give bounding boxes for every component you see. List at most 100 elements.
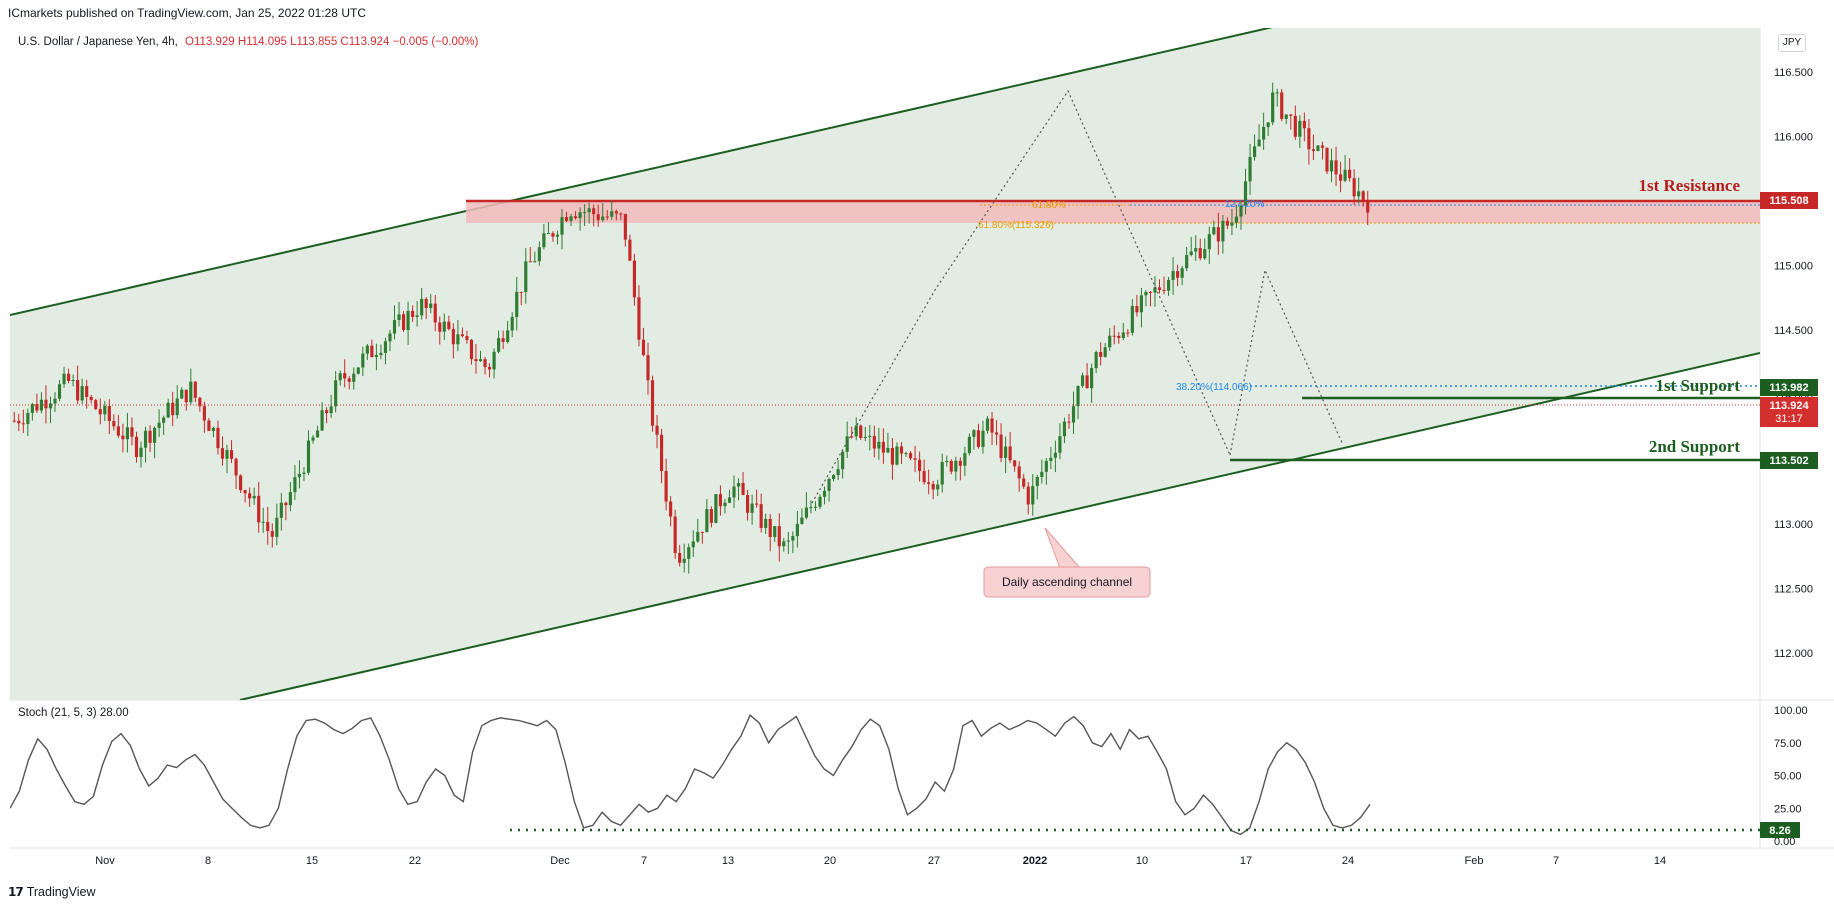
candle <box>39 399 44 411</box>
candle <box>211 427 216 431</box>
candle <box>85 386 89 397</box>
candle <box>1293 115 1297 137</box>
candle <box>528 261 532 263</box>
fib-127-label: 127.20% <box>1225 199 1265 210</box>
candle <box>732 486 736 498</box>
candle <box>1062 421 1067 437</box>
candle <box>755 503 759 505</box>
candle <box>460 334 464 337</box>
resistance-zone[interactable] <box>466 201 1760 223</box>
candle <box>940 462 944 485</box>
time-tick-label: 2022 <box>1023 855 1047 867</box>
candle <box>632 260 637 298</box>
candle <box>1185 255 1189 269</box>
price-tick-label: 112.500 <box>1774 583 1813 595</box>
candle <box>827 479 831 491</box>
callout-text: Daily ascending channel <box>1002 575 1132 589</box>
candle <box>442 321 446 332</box>
candle <box>723 502 727 507</box>
price-axis[interactable]: 116.500116.000115.500115.000114.500114.0… <box>1774 67 1813 660</box>
candle <box>365 345 369 354</box>
candle <box>655 425 659 435</box>
candle <box>1162 290 1166 292</box>
stoch-line[interactable] <box>10 714 1371 836</box>
candle <box>266 521 270 532</box>
publisher-header: ICmarkets published on TradingView.com, … <box>8 6 366 20</box>
candle <box>1216 227 1220 242</box>
candle <box>71 380 75 382</box>
candle <box>1302 120 1306 129</box>
candle <box>614 211 618 214</box>
candle <box>401 314 406 330</box>
candle <box>392 320 397 334</box>
candle <box>1121 332 1125 339</box>
candle <box>1194 248 1198 252</box>
candle <box>1053 452 1057 458</box>
candle <box>252 495 256 499</box>
time-tick-label: 15 <box>306 855 318 867</box>
time-tick-label: 20 <box>824 855 836 867</box>
candle <box>388 333 392 342</box>
channel-upper-line[interactable] <box>10 27 1274 316</box>
candle <box>768 518 772 538</box>
candle <box>881 441 885 453</box>
candle <box>1067 421 1071 423</box>
candle <box>148 430 152 443</box>
candle <box>696 531 700 542</box>
candle <box>234 458 238 476</box>
candle <box>1348 169 1352 179</box>
candle <box>103 406 107 415</box>
candle <box>641 339 646 356</box>
candle <box>1311 149 1316 151</box>
candle <box>284 502 288 506</box>
candle <box>411 310 415 317</box>
time-axis[interactable]: Nov 8 15 22 Dec 7 13 20 27 2022 10 17 24 Feb 7 14 <box>95 855 1666 867</box>
badge-stoch-marker: 8.26 <box>1760 822 1800 838</box>
candle <box>560 217 564 235</box>
candle <box>12 420 16 422</box>
candle <box>107 406 111 422</box>
time-tick-label: 7 <box>641 855 647 867</box>
candle <box>76 380 80 401</box>
candle <box>1298 120 1302 137</box>
candle <box>872 435 876 449</box>
time-tick-label: 7 <box>1553 855 1559 867</box>
candle <box>1044 460 1048 472</box>
candle <box>325 410 329 414</box>
candle <box>1144 291 1148 296</box>
candle <box>406 310 410 330</box>
candle <box>646 355 650 381</box>
candle <box>1257 139 1261 147</box>
candle <box>904 453 908 455</box>
candle <box>343 373 347 379</box>
channel-lower-line[interactable] <box>239 352 1760 700</box>
candle <box>1262 127 1266 140</box>
candle <box>383 341 388 353</box>
candle <box>963 453 967 466</box>
currency-button[interactable]: JPY <box>1778 34 1806 52</box>
candle <box>804 507 809 518</box>
time-tick-label: 24 <box>1342 855 1354 867</box>
candle <box>112 421 116 427</box>
candle <box>302 472 306 474</box>
time-tick-label: Feb <box>1465 855 1484 867</box>
candle <box>1284 114 1288 119</box>
candle <box>198 397 202 407</box>
price-tick-label: 116.000 <box>1774 132 1813 144</box>
candle <box>94 400 98 410</box>
candle <box>886 447 890 453</box>
candle <box>745 494 750 513</box>
candle <box>705 509 709 533</box>
candle <box>718 494 723 507</box>
candle <box>288 492 292 506</box>
candle <box>397 314 401 321</box>
candle <box>474 359 478 362</box>
candle <box>542 233 546 248</box>
candle <box>1017 466 1021 479</box>
candle <box>429 303 433 309</box>
candle <box>311 437 315 441</box>
candle <box>927 482 931 484</box>
candle <box>1225 220 1229 226</box>
candle <box>315 430 320 438</box>
